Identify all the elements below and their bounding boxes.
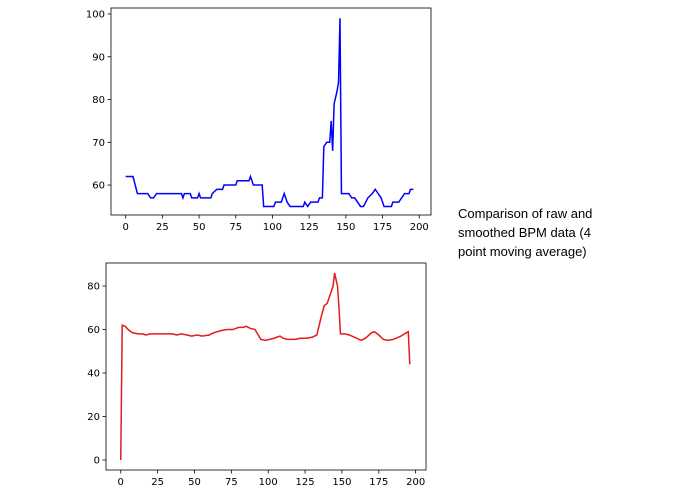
x-tick-label: 100 [259,477,278,488]
x-tick-label: 200 [410,222,429,233]
y-tick-label: 0 [94,455,100,466]
y-tick-label: 60 [92,181,105,192]
x-tick-label: 175 [373,222,392,233]
y-tick-label: 70 [92,138,105,149]
x-tick-label: 175 [369,477,388,488]
x-tick-label: 150 [332,477,351,488]
y-tick-label: 100 [86,9,105,20]
y-tick-label: 80 [92,95,105,106]
x-tick-label: 0 [122,222,128,233]
x-tick-label: 50 [193,222,206,233]
x-tick-label: 25 [151,477,164,488]
y-tick-label: 90 [92,52,105,63]
x-tick-label: 150 [336,222,355,233]
x-tick-label: 75 [229,222,242,233]
plot-frame [110,7,432,216]
plot-frame [105,262,427,471]
data-line [120,272,411,461]
y-tick-label: 20 [87,412,100,423]
x-tick-label: 125 [296,477,315,488]
y-tick-label: 60 [87,325,100,336]
x-tick-label: 50 [188,477,201,488]
x-tick-label: 75 [225,477,238,488]
caption: Comparison of raw and smoothed BPM data … [458,206,593,259]
x-tick-label: 25 [156,222,169,233]
x-tick-label: 200 [406,477,425,488]
x-tick-label: 0 [118,477,124,488]
x-tick-label: 125 [300,222,319,233]
y-tick-label: 80 [87,282,100,293]
data-line [125,18,414,208]
y-tick-label: 40 [87,369,100,380]
x-tick-label: 100 [263,222,282,233]
